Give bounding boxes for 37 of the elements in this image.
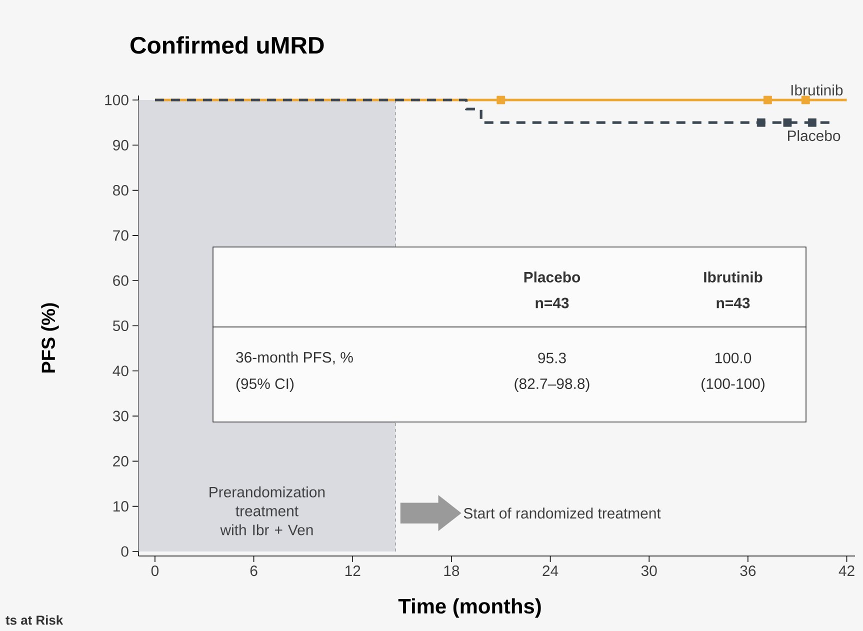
annotation: n=43 bbox=[536, 298, 569, 308]
y-tick-label: 0 bbox=[121, 546, 128, 557]
y-tick-label: 70 bbox=[113, 230, 128, 241]
y-tick-label: 30 bbox=[112, 410, 128, 422]
y-axis-title: PFS (%) bbox=[41, 303, 59, 372]
band-label: Prerandomization treatment with Ibr + Ven bbox=[210, 486, 325, 536]
annotation: (100-100) bbox=[702, 378, 764, 392]
series-label: Placebo bbox=[788, 130, 840, 142]
y-tick-label: 50 bbox=[112, 320, 128, 332]
y-tick-label: 60 bbox=[113, 275, 128, 286]
y-tick-label: 100 bbox=[105, 94, 128, 106]
series-label: Ibrutinib bbox=[791, 84, 843, 96]
text: ts at Risk bbox=[6, 615, 64, 625]
y-tick-label: 90 bbox=[113, 140, 128, 150]
y-tick-label: 20 bbox=[113, 456, 128, 466]
annotation: (82.7–98.8) bbox=[514, 378, 590, 392]
x-axis-title: Time (months) bbox=[398, 598, 541, 618]
annotation: 100.0 bbox=[715, 352, 752, 364]
x-tick-label: 0 bbox=[151, 566, 159, 576]
x-tick-label: 12 bbox=[345, 566, 360, 576]
annotation: Placebo bbox=[524, 272, 580, 282]
x-tick-label: 24 bbox=[542, 566, 558, 576]
annotation: 36-month PFS, % bbox=[236, 352, 353, 364]
annotation: 95.3 bbox=[538, 352, 566, 364]
x-tick-label: 30 bbox=[641, 566, 657, 576]
chart-title: Confirmed uMRD bbox=[130, 36, 324, 54]
annotation: n=43 bbox=[716, 298, 750, 308]
y-tick-label: 80 bbox=[113, 185, 128, 196]
annotation: Start of randomized treatment bbox=[464, 508, 661, 519]
y-tick-label: 10 bbox=[114, 501, 128, 512]
x-tick-label: 36 bbox=[740, 566, 756, 576]
y-tick-label: 40 bbox=[112, 366, 128, 376]
x-tick-label: 42 bbox=[838, 566, 854, 576]
annotation: (95% CI) bbox=[236, 378, 294, 392]
annotation: Ibrutinib bbox=[704, 272, 762, 282]
x-tick-label: 6 bbox=[250, 566, 258, 576]
x-tick-label: 18 bbox=[444, 566, 460, 576]
